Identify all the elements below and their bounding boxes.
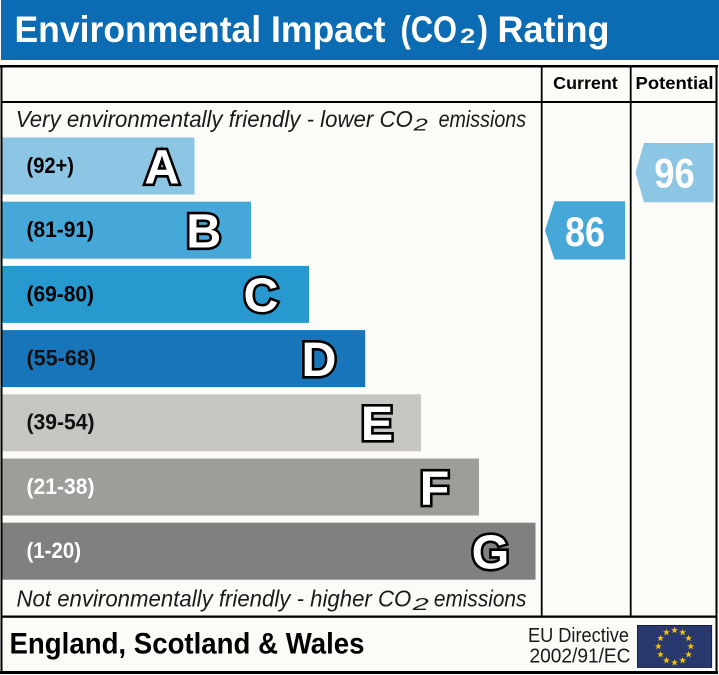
svg-text:Not environmentally friendly -: Not environmentally friendly - higher CO — [17, 585, 412, 611]
svg-text:2002/91/EC: 2002/91/EC — [530, 645, 631, 667]
svg-text:86: 86 — [565, 208, 605, 255]
svg-text:(81-91): (81-91) — [27, 217, 95, 242]
svg-text:C: C — [244, 269, 279, 323]
svg-text:D: D — [302, 333, 337, 387]
svg-text:Current: Current — [553, 73, 618, 93]
svg-text:Potential: Potential — [636, 73, 714, 93]
svg-text:(55-68): (55-68) — [27, 346, 97, 371]
svg-text:emissions: emissions — [434, 585, 527, 611]
svg-text:2: 2 — [411, 594, 429, 614]
svg-text:(1-20): (1-20) — [27, 538, 82, 563]
svg-text:(21-38): (21-38) — [27, 474, 95, 499]
svg-text:(92+): (92+) — [27, 153, 75, 178]
svg-text:Very environmentally friendly: Very environmentally friendly - lower CO — [16, 106, 413, 132]
svg-text:emissions: emissions — [439, 106, 526, 132]
svg-text:96: 96 — [654, 150, 695, 197]
svg-text:Environmental Impact: Environmental Impact — [15, 9, 386, 50]
svg-text:England, Scotland & Wales: England, Scotland & Wales — [10, 627, 365, 660]
svg-text:F: F — [420, 461, 450, 515]
svg-text:Rating: Rating — [498, 9, 610, 50]
svg-text:A: A — [145, 140, 180, 194]
svg-text:G: G — [472, 526, 510, 580]
svg-text:B: B — [186, 205, 221, 259]
svg-text:2: 2 — [460, 25, 475, 48]
svg-text:2: 2 — [412, 115, 428, 135]
svg-text:(39-54): (39-54) — [27, 410, 95, 435]
svg-text:EU Directive: EU Directive — [528, 625, 629, 647]
svg-text:(69-80): (69-80) — [27, 281, 95, 306]
svg-text:(CO: (CO — [401, 9, 458, 50]
svg-text:): ) — [478, 9, 489, 50]
svg-text:E: E — [361, 397, 393, 451]
